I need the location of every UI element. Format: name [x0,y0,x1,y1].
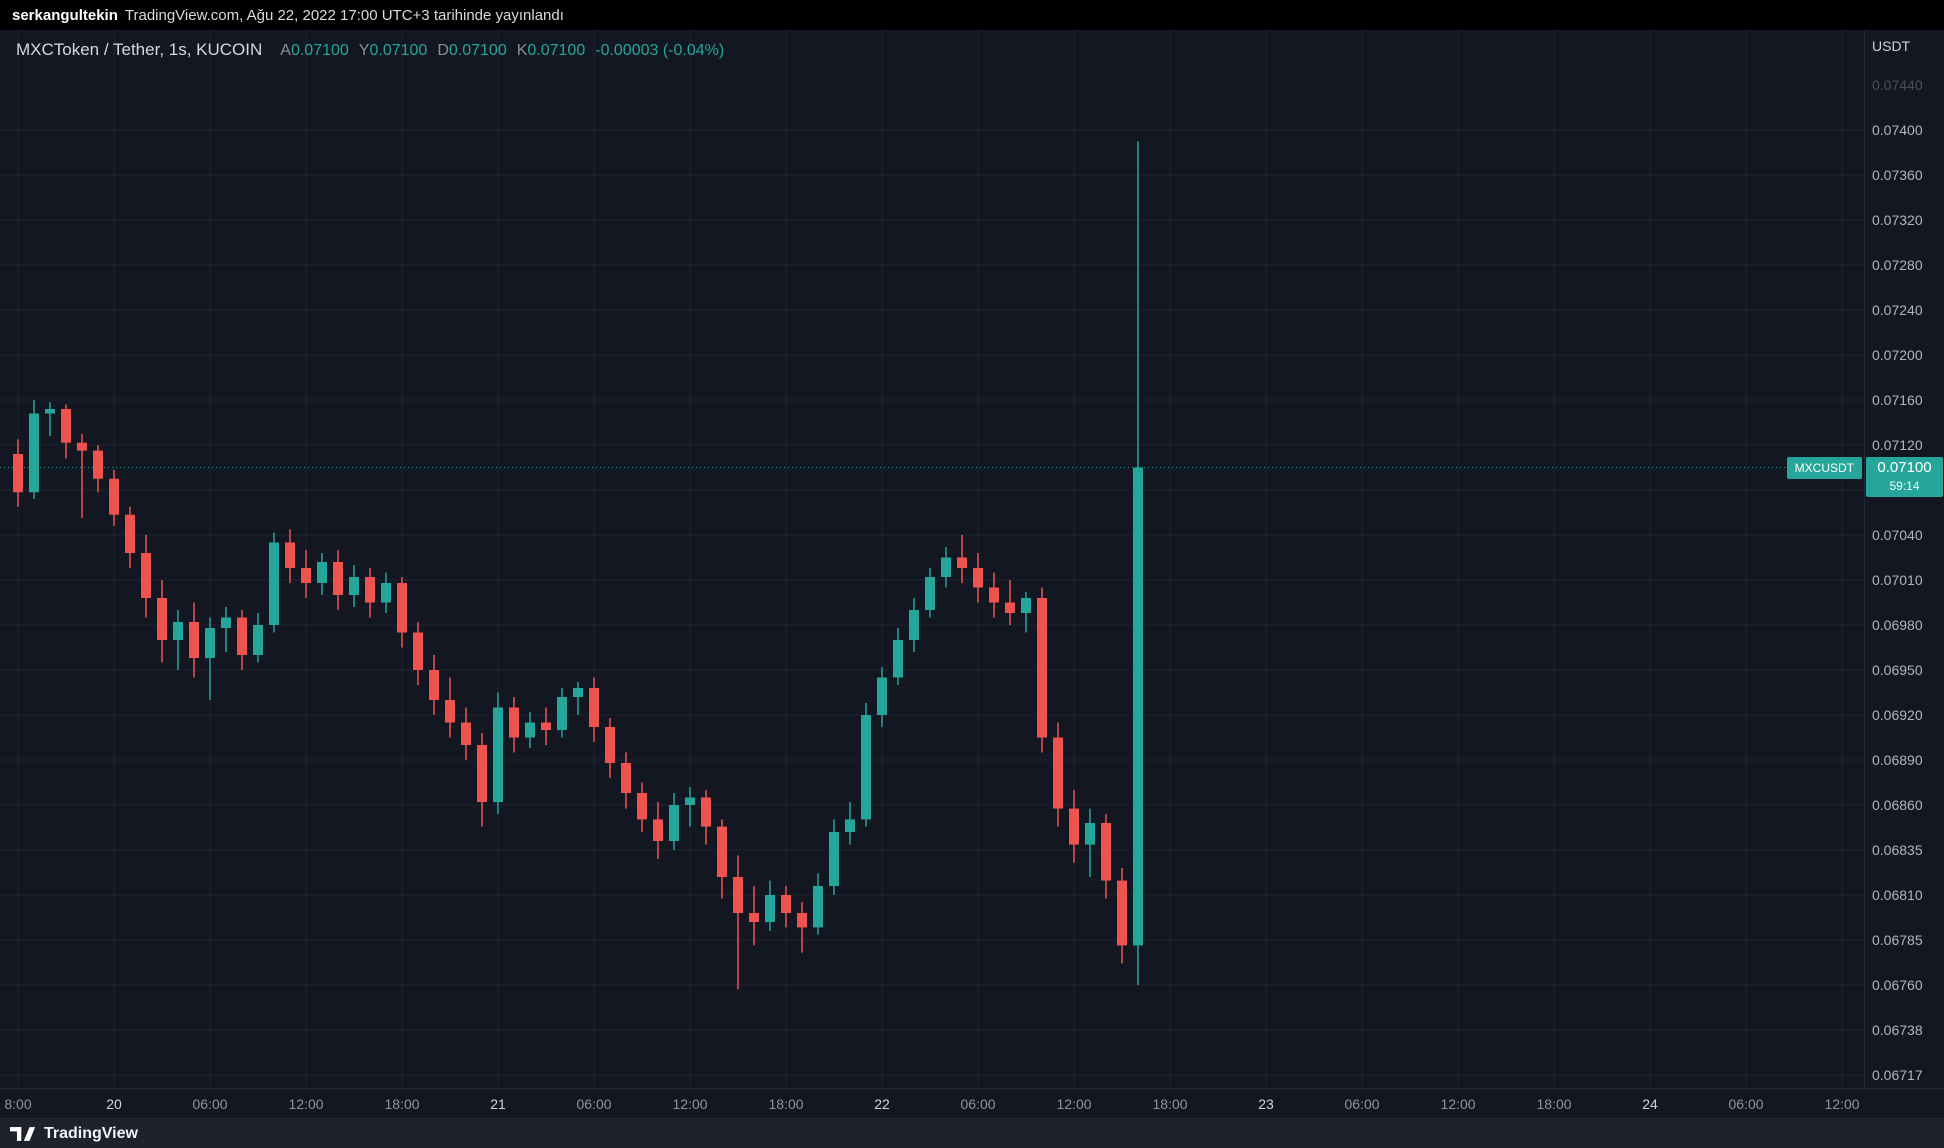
price-tick-label: 0.07320 [1872,212,1923,228]
time-tick-label: 23 [1258,1096,1274,1112]
time-tick-label: 06:00 [192,1096,228,1112]
tradingview-logo-icon[interactable] [10,1125,36,1143]
attribution-bar: serkangultekin TradingView.com, Ağu 22, … [0,0,1944,30]
ohlc-low: D0.07100 [437,42,507,59]
time-tick-label: 12:00 [672,1096,708,1112]
time-tick-label: 12:00 [288,1096,324,1112]
time-tick-label: 20 [106,1096,122,1112]
price-tick-label: 0.06890 [1872,752,1923,768]
price-tick-label: 0.06738 [1872,1022,1923,1038]
ohlc-close: K0.07100 [516,42,586,59]
time-tick-label: 06:00 [1728,1096,1764,1112]
price-tick-label: 0.07400 [1872,122,1923,138]
price-tick-label: 0.06920 [1872,707,1923,723]
ohlc-high: Y0.07100 [358,42,428,59]
price-tick-label: 0.07160 [1872,392,1923,408]
chart-area: MXCToken / Tether, 1s, KUCOIN A0.07100 Y… [0,30,1944,1118]
time-tick-label: 06:00 [960,1096,996,1112]
price-tick-label: 0.07040 [1872,527,1923,543]
time-tick-label: 12:00 [1824,1096,1860,1112]
tradingview-logo-glyph [10,1126,36,1141]
price-tick-label: 0.07120 [1872,437,1923,453]
time-tick-label: 22 [874,1096,890,1112]
price-tick-label: 0.06980 [1872,617,1923,633]
time-tick-label: 18:00 [384,1096,420,1112]
price-tick-label: 0.06950 [1872,662,1923,678]
attribution-text: TradingView.com, Ağu 22, 2022 17:00 UTC+… [124,6,564,24]
price-tick-label: 0.06835 [1872,842,1923,858]
footer-bar: TradingView [0,1118,1944,1148]
time-tick-label: 18:00 [1152,1096,1188,1112]
price-tick-label: 0.06860 [1872,797,1923,813]
price-tick-label: 0.06785 [1872,932,1923,948]
last-price-badge: 0.07100 59:14 [1866,456,1943,497]
quote-currency-label: USDT [1872,38,1911,54]
time-tick-label: 12:00 [1056,1096,1092,1112]
price-axis[interactable]: USDT 0.07100 59:14 0.07440 0.07400 0.07360… [1864,30,1944,1088]
price-tick-label: 0.07010 [1872,572,1923,588]
price-change: -0.00003 (-0.04%) [595,42,725,59]
bar-countdown: 59:14 [1889,478,1920,493]
tradingview-brand[interactable]: TradingView [44,1124,138,1142]
price-tick-label: 0.07440 [1872,77,1923,93]
time-tick-label: 18:00 [768,1096,804,1112]
time-tick-label: 06:00 [1344,1096,1380,1112]
symbol-title: MXCToken / Tether, 1s, KUCOIN [16,40,263,59]
time-tick-label: 21 [490,1096,506,1112]
time-axis[interactable]: 8:00 20 06:00 12:00 18:00 21 06:00 12:00 18:00 22… [0,1088,1944,1118]
chart-canvas[interactable]: MXCToken / Tether, 1s, KUCOIN A0.07100 Y… [0,30,1864,1088]
attribution-username[interactable]: serkangultekin [12,6,118,24]
price-tick-label: 0.06717 [1872,1067,1923,1083]
price-line-symbol-flag: MXCUSDT [1786,456,1862,479]
price-tick-label: 0.07280 [1872,257,1923,273]
time-tick-label: 12:00 [1440,1096,1476,1112]
time-tick-label: 18:00 [1536,1096,1572,1112]
ohlc-open: A0.07100 [280,42,349,59]
chart-legend: MXCToken / Tether, 1s, KUCOIN A0.07100 Y… [16,40,724,60]
price-tick-label: 0.07200 [1872,347,1923,363]
last-price-value: 0.07100 [1877,458,1932,476]
price-tick-label: 0.07360 [1872,167,1923,183]
time-tick-label: 24 [1642,1096,1658,1112]
price-tick-label: 0.06810 [1872,887,1923,903]
price-tick-label: 0.07240 [1872,302,1923,318]
candlestick-plot [0,30,1864,1088]
price-tick-label: 0.06760 [1872,977,1923,993]
time-tick-label: 8:00 [4,1096,32,1112]
time-tick-label: 06:00 [576,1096,612,1112]
